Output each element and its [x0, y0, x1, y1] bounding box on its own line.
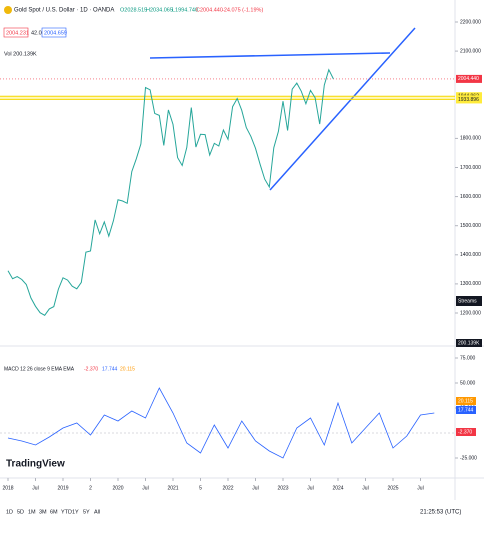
current-price-label: 2004.440	[458, 76, 479, 82]
current-price-tag	[456, 74, 482, 83]
volume-tag	[456, 339, 482, 347]
volume-label: 200.139K	[458, 340, 480, 346]
streams-tag[interactable]	[456, 296, 482, 306]
time-tick-label: 5	[199, 485, 202, 491]
macd-tag	[456, 428, 476, 436]
macd-tag	[456, 406, 476, 414]
time-tick-label: Jul	[252, 485, 258, 491]
open: O2028.515	[120, 7, 147, 13]
price-tick-label: 1800.000	[460, 136, 481, 142]
time-tick-label: 2	[89, 485, 92, 491]
time-tick-label: 2024	[332, 485, 343, 491]
time-tick-label: Jul	[362, 485, 368, 491]
macd-title: MACD 12 26 close 9 EMA EMA	[4, 366, 75, 372]
price-tick-label: 1300.000	[460, 281, 481, 287]
time-tick-label: 2023	[277, 485, 288, 491]
clock: 21:25:53 (UTC)	[420, 510, 461, 516]
range-button[interactable]: All	[94, 509, 100, 515]
trend-line[interactable]	[269, 27, 416, 191]
price-tick-label: 2200.000	[460, 19, 481, 25]
price-tick-label: 1400.000	[460, 252, 481, 258]
macd-tag-label: 17.744	[458, 407, 474, 413]
time-tick-label: Jul	[32, 485, 38, 491]
range-button[interactable]: 5D	[17, 509, 24, 515]
symbol-icon	[4, 6, 12, 14]
macd-tag-label: -2.370	[458, 429, 472, 435]
price-tick-label: 1700.000	[460, 165, 481, 171]
time-tick-label: Jul	[417, 485, 423, 491]
level-tag	[456, 95, 482, 104]
macd-line	[7, 387, 435, 459]
spread: 42.0	[31, 30, 42, 36]
price-tick-label: 2100.000	[460, 48, 481, 54]
range-button[interactable]: YTD	[61, 509, 72, 515]
time-tick-label: 2018	[2, 485, 13, 491]
time-tick-label: 2025	[387, 485, 398, 491]
range-button[interactable]: 1Y	[72, 509, 79, 515]
volume: Vol 200.139K	[4, 51, 37, 57]
time-tick-label: 2019	[57, 485, 68, 491]
trend-line[interactable]	[149, 52, 391, 59]
time-tick-label: 2021	[167, 485, 178, 491]
range-button[interactable]: 6M	[50, 509, 58, 515]
level-band	[0, 96, 455, 100]
macd-tag-label: 20.115	[458, 398, 473, 404]
price-tick-label: 1500.000	[460, 223, 481, 229]
level-label: 1933.896	[458, 97, 479, 103]
time-tick-label: Jul	[142, 485, 148, 491]
ask[interactable]: 2004.659	[44, 30, 67, 36]
streams-label[interactable]: Streams	[458, 298, 477, 304]
change: -24.075 (-1.19%)	[222, 7, 263, 13]
range-button[interactable]: 1M	[28, 509, 36, 515]
range-button[interactable]: 3M	[39, 509, 47, 515]
time-tick-label: Jul	[307, 485, 313, 491]
macd-value: 17.744	[102, 366, 118, 372]
bid-box[interactable]	[3, 27, 29, 38]
range-button[interactable]: 1D	[6, 509, 13, 515]
bid[interactable]: 2004.231	[6, 30, 29, 36]
low: L1994.740	[172, 7, 198, 13]
range-button[interactable]: 5Y	[83, 509, 90, 515]
macd-tick-label: 50.000	[460, 380, 476, 386]
macd-tag	[456, 397, 476, 405]
price-tick-label: 1200.000	[460, 310, 481, 316]
macd-signal-value: 20.115	[120, 366, 135, 372]
macd-tick-label: -25.000	[460, 455, 477, 461]
symbol: Gold Spot / U.S. Dollar · 1D · OANDA	[14, 8, 114, 14]
macd-tick-label: 75.000	[460, 355, 476, 361]
time-tick-label: 2022	[222, 485, 233, 491]
price-line	[7, 68, 334, 316]
price-tick-label: 1600.000	[460, 194, 481, 200]
time-tick-label: 2020	[112, 485, 123, 491]
logo: TradingView	[6, 459, 65, 470]
ask-box[interactable]	[41, 27, 67, 38]
macd-hist-value: -2.370	[84, 366, 98, 372]
high: H2034.065	[146, 7, 173, 13]
close: C2004.440	[196, 7, 223, 13]
